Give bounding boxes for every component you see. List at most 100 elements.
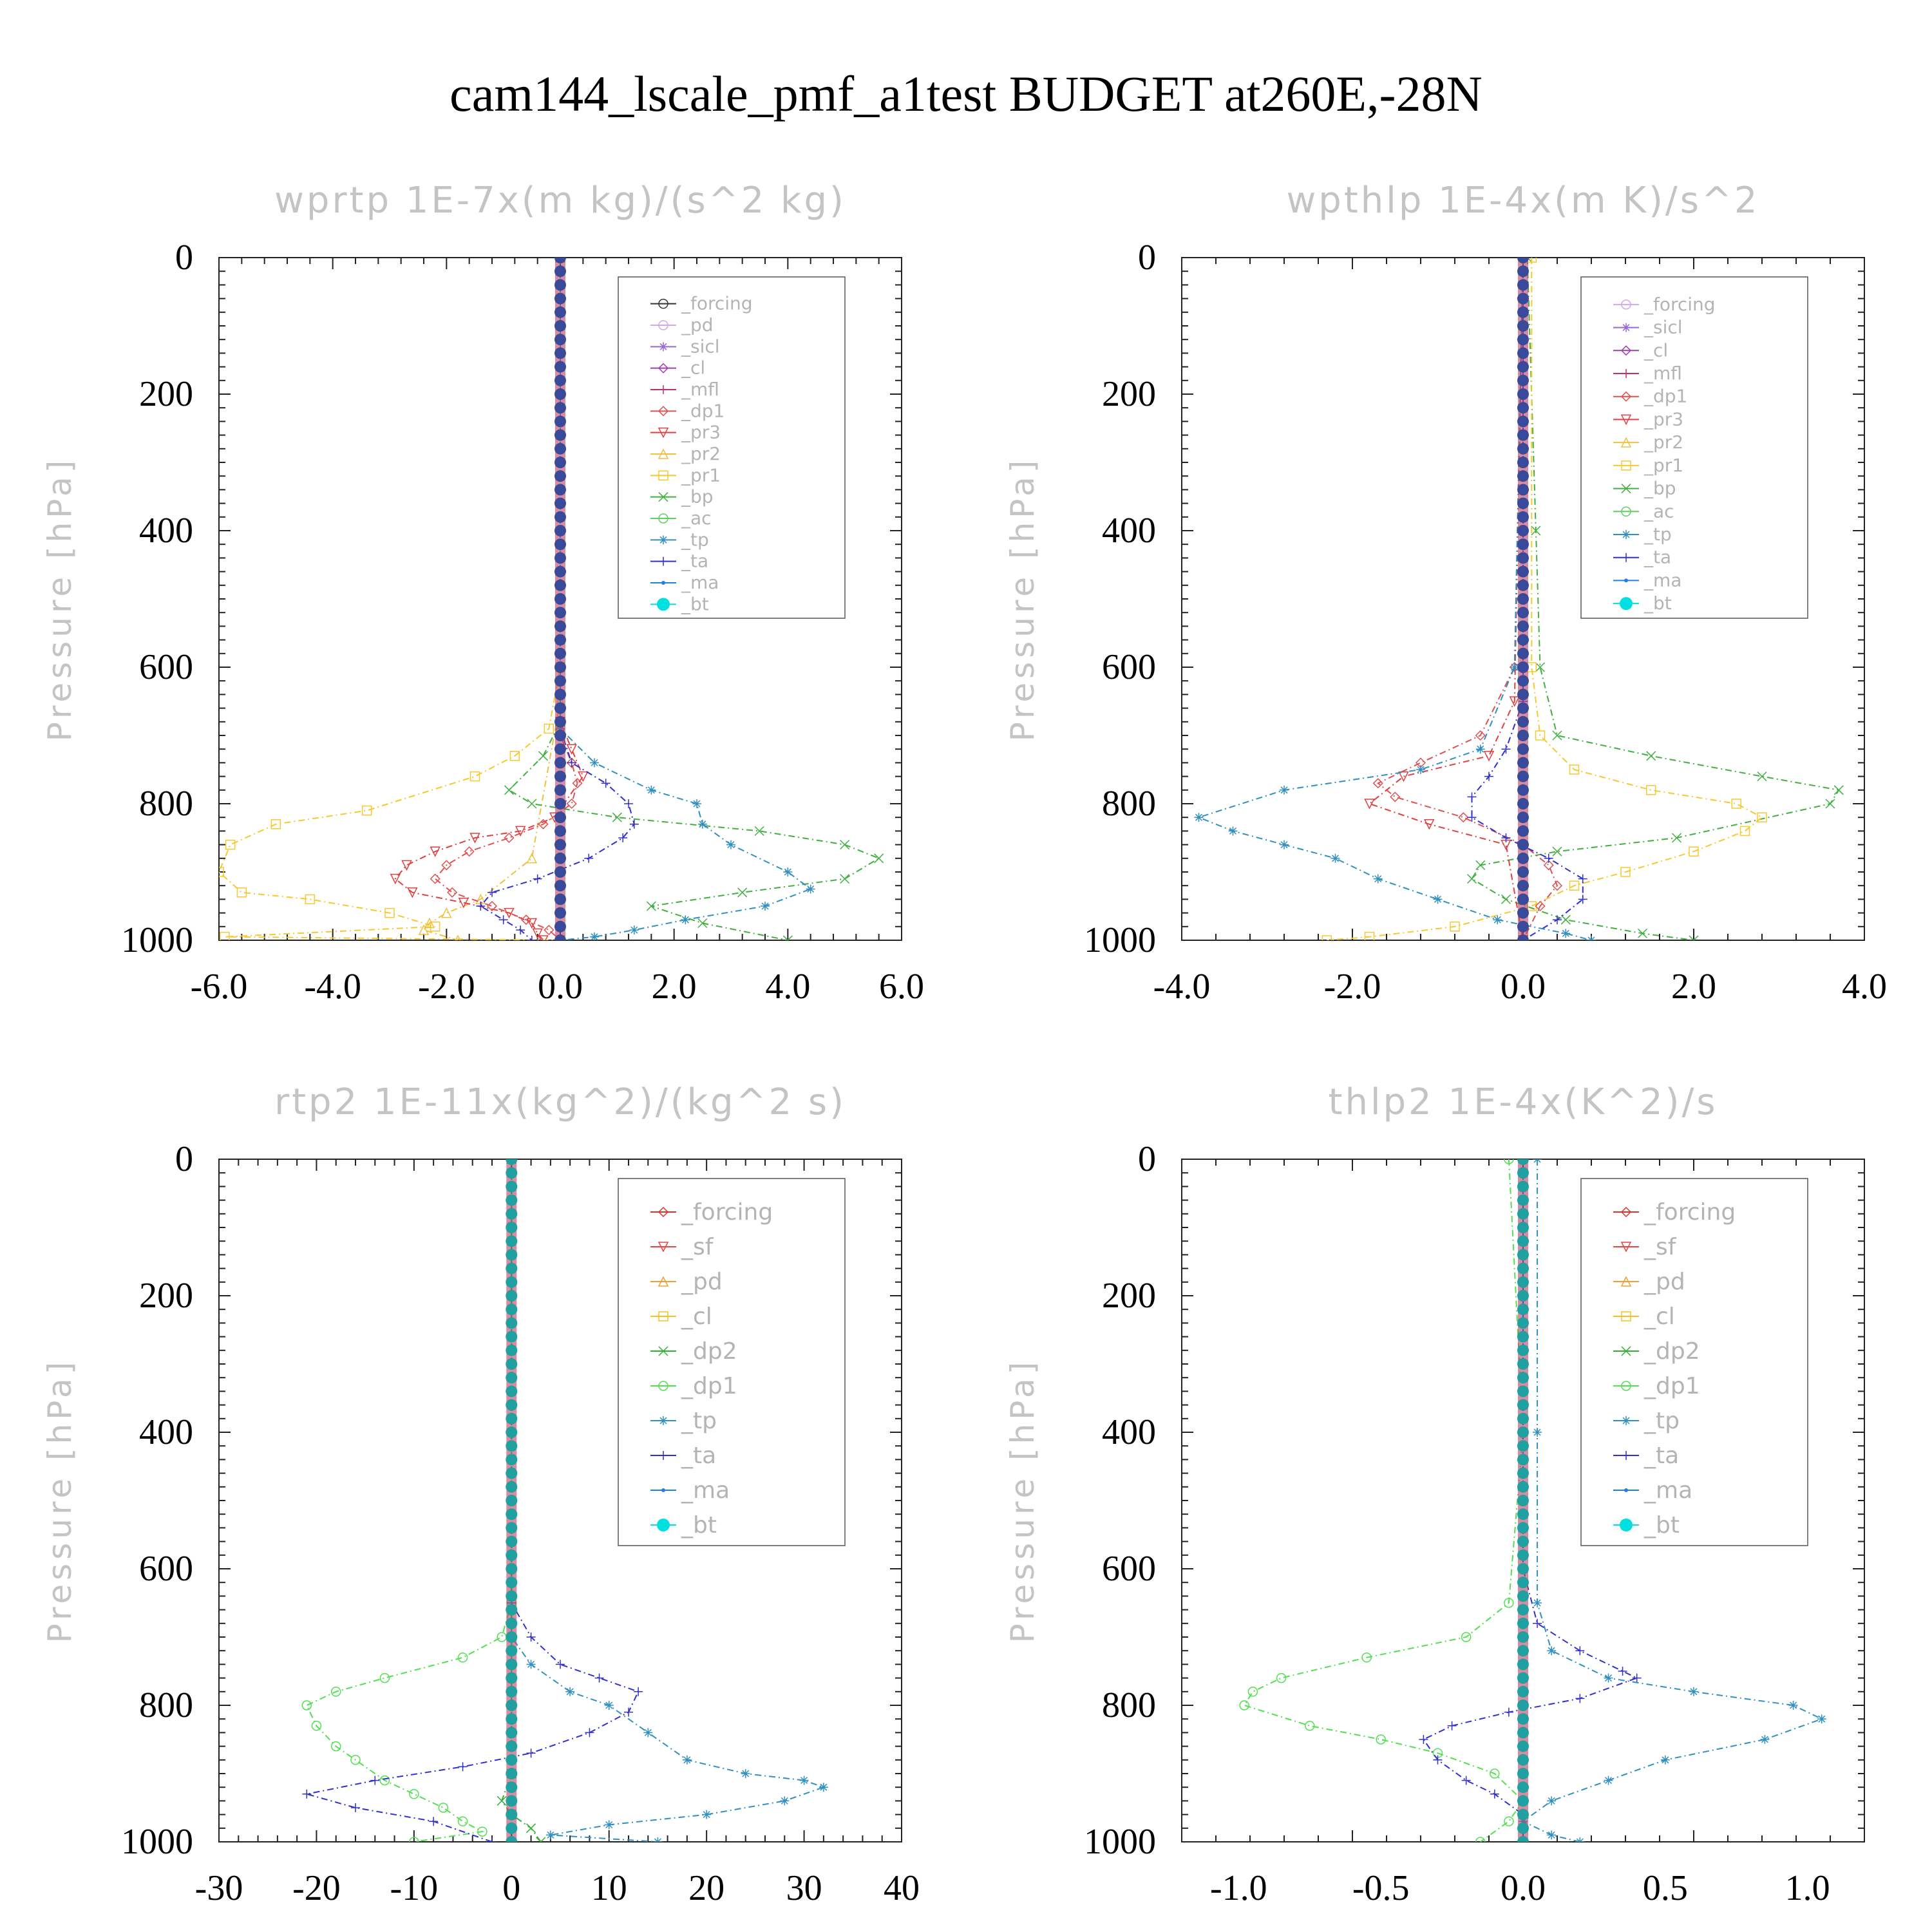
data-point xyxy=(526,1660,536,1669)
data-point xyxy=(515,826,526,837)
series-bt xyxy=(1517,1159,1529,1842)
legend-box xyxy=(1580,1178,1808,1546)
legend-marker xyxy=(1621,1311,1631,1321)
data-point xyxy=(476,902,486,911)
x-tick-label: -4.0 xyxy=(304,967,361,1007)
series-tp xyxy=(507,1159,828,1842)
data-point xyxy=(527,799,537,809)
data-point xyxy=(1280,840,1289,849)
legend-marker xyxy=(661,581,665,585)
data-point xyxy=(1467,813,1477,822)
legend-label: _cl xyxy=(681,1303,712,1330)
y-tick-label: 800 xyxy=(1102,1685,1156,1725)
data-point xyxy=(1757,772,1767,782)
data-point xyxy=(305,894,316,905)
x-tick-label: 20 xyxy=(688,1868,724,1908)
x-tick-label: -10 xyxy=(390,1868,439,1908)
legend-marker xyxy=(659,385,668,394)
legend-label: _forcing xyxy=(681,293,753,314)
legend-marker xyxy=(1622,530,1631,539)
bt-marker xyxy=(1517,347,1529,359)
bt-marker xyxy=(1517,265,1529,278)
data-point xyxy=(488,887,497,897)
bt-marker xyxy=(1517,757,1529,769)
bt-marker xyxy=(506,1795,518,1807)
bt-marker xyxy=(1517,1590,1529,1602)
x-tick-label: -4.0 xyxy=(1153,967,1211,1007)
bt-marker xyxy=(1517,1822,1529,1834)
data-point xyxy=(874,853,884,864)
bt-marker xyxy=(506,1631,518,1643)
data-point xyxy=(697,918,708,929)
bt-marker xyxy=(554,334,566,346)
data-point xyxy=(532,928,543,940)
x-tick-label: 10 xyxy=(591,1868,627,1908)
data-point xyxy=(697,819,707,829)
legend-label: _tp xyxy=(1643,1408,1680,1434)
legend-label: _ta xyxy=(1643,1443,1679,1469)
bt-marker xyxy=(1517,1412,1529,1425)
data-point xyxy=(1458,812,1469,823)
data-point xyxy=(840,874,850,884)
data-point xyxy=(1331,853,1340,863)
data-point xyxy=(741,1769,750,1778)
y-tick-label: 200 xyxy=(139,374,193,414)
series-line xyxy=(1368,258,1524,940)
data-point xyxy=(409,1789,419,1799)
legend-label: _tp xyxy=(681,529,709,550)
data-point xyxy=(1671,833,1682,843)
bt-marker xyxy=(506,1481,518,1493)
x-tick-label: 6.0 xyxy=(879,967,924,1007)
bt-marker xyxy=(506,1317,518,1329)
legend-marker xyxy=(1620,1276,1632,1287)
legend-marker xyxy=(1620,1242,1632,1253)
legend-label: _mfl xyxy=(1643,363,1682,384)
bt-marker xyxy=(1517,1672,1529,1684)
bt-marker xyxy=(1517,1713,1529,1725)
legend-marker xyxy=(659,1451,668,1460)
data-point xyxy=(594,1673,604,1683)
data-point xyxy=(578,771,589,782)
data-point xyxy=(1526,258,1537,263)
data-point xyxy=(1825,799,1835,809)
bt-marker xyxy=(1517,1276,1529,1288)
bt-marker xyxy=(554,798,566,810)
series-line xyxy=(479,258,635,940)
bt-marker xyxy=(1517,702,1529,714)
series-line xyxy=(1327,258,1763,940)
legend-label: _pr1 xyxy=(1643,455,1683,476)
data-point xyxy=(1475,744,1485,754)
data-point xyxy=(430,922,440,932)
legend-marker xyxy=(658,1242,669,1253)
bt-marker xyxy=(506,1549,518,1561)
bt-marker xyxy=(554,511,566,523)
bt-marker xyxy=(506,1508,518,1520)
legend-box xyxy=(618,1178,846,1546)
data-point xyxy=(504,785,515,795)
bt-marker xyxy=(506,1768,518,1779)
data-point xyxy=(1544,853,1553,863)
data-point xyxy=(1553,915,1562,925)
data-point xyxy=(1788,1701,1798,1710)
data-point xyxy=(384,907,395,918)
bt-marker xyxy=(554,347,566,359)
data-point xyxy=(545,1830,555,1840)
bt-marker xyxy=(554,258,566,263)
data-point xyxy=(1466,874,1477,884)
bt-marker xyxy=(554,538,566,551)
data-point xyxy=(624,799,633,808)
data-point xyxy=(270,819,281,829)
data-point xyxy=(702,1810,712,1819)
bt-marker xyxy=(1517,1658,1529,1671)
bt-marker xyxy=(506,1590,518,1602)
data-point xyxy=(1475,730,1486,741)
bt-marker xyxy=(1517,1685,1529,1698)
data-point xyxy=(1543,860,1554,871)
series-tp xyxy=(1519,1159,1826,1842)
data-point xyxy=(1247,1687,1258,1697)
legend-label: _cl xyxy=(1643,1303,1675,1330)
data-point xyxy=(1419,1735,1428,1744)
legend-label: _ta xyxy=(681,551,708,572)
data-point xyxy=(379,1775,390,1786)
data-point xyxy=(1484,772,1493,781)
